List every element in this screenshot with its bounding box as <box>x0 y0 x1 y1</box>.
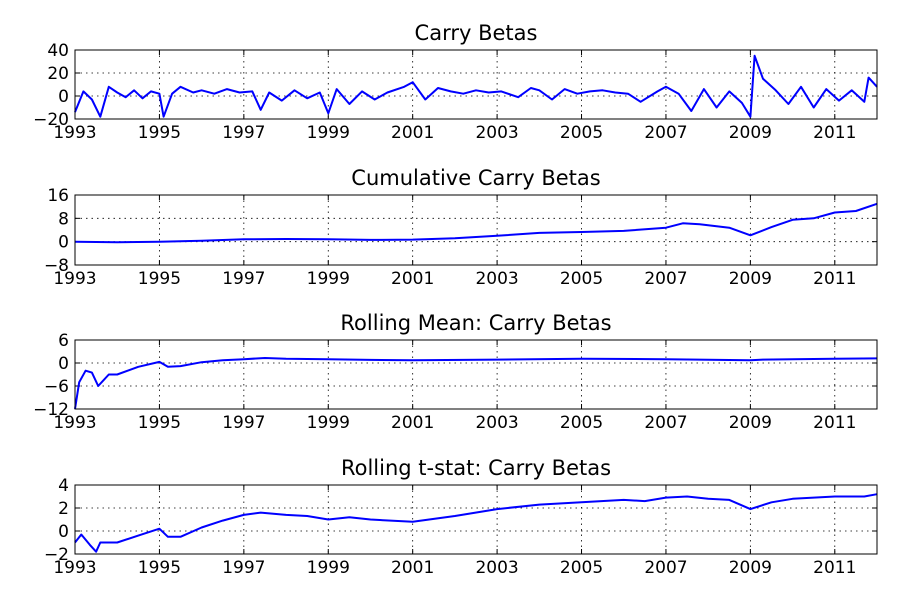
x-tick-label: 1999 <box>307 413 350 433</box>
x-tick-label: 1993 <box>53 558 96 578</box>
chart-title: Rolling t-stat: Carry Betas <box>341 456 611 480</box>
chart-title: Cumulative Carry Betas <box>351 166 600 190</box>
y-tick-label: 8 <box>58 209 69 229</box>
y-tick-label: 0 <box>58 87 69 107</box>
x-tick-label: 2001 <box>391 413 434 433</box>
x-tick-label: 2001 <box>391 123 434 143</box>
x-tick-label: 1997 <box>222 269 265 289</box>
y-tick-label: −8 <box>44 256 69 276</box>
plot-frame <box>74 49 878 120</box>
x-tick-label: 2007 <box>644 269 687 289</box>
y-tick-label: 16 <box>47 186 69 206</box>
x-tick-label: 2003 <box>475 558 518 578</box>
plot-frame <box>74 339 878 410</box>
y-tick-label: 0 <box>58 522 69 542</box>
x-tick-label: 1995 <box>138 413 181 433</box>
y-tick-label: 6 <box>58 331 69 351</box>
x-tick-label: 1999 <box>307 269 350 289</box>
x-tick-label: 2011 <box>813 558 856 578</box>
x-tick-label: 2001 <box>391 558 434 578</box>
x-tick-label: 1993 <box>53 269 96 289</box>
series-line <box>74 54 878 118</box>
y-tick-label: −20 <box>33 110 69 130</box>
x-tick-label: 2007 <box>644 413 687 433</box>
plot-frame <box>74 484 878 555</box>
x-tick-label: 2009 <box>729 413 772 433</box>
chart-title: Rolling Mean: Carry Betas <box>340 311 611 335</box>
y-tick-label: 2 <box>58 499 69 519</box>
x-tick-label: 2011 <box>813 413 856 433</box>
x-tick-label: 2009 <box>729 558 772 578</box>
x-tick-label: 2007 <box>644 558 687 578</box>
x-tick-label: 1999 <box>307 558 350 578</box>
x-tick-label: 2003 <box>475 269 518 289</box>
y-tick-label: −12 <box>33 400 69 420</box>
x-tick-label: 2009 <box>729 269 772 289</box>
series-line <box>74 202 878 244</box>
x-tick-label: 2011 <box>813 123 856 143</box>
x-tick-label: 1995 <box>138 123 181 143</box>
x-tick-label: 1997 <box>222 558 265 578</box>
series-line <box>74 493 878 553</box>
y-tick-label: −2 <box>44 545 69 565</box>
y-tick-label: 40 <box>47 41 69 61</box>
y-tick-label: 20 <box>47 64 69 84</box>
x-tick-label: 2009 <box>729 123 772 143</box>
x-tick-label: 2001 <box>391 269 434 289</box>
x-tick-label: 1999 <box>307 123 350 143</box>
y-tick-label: 0 <box>58 233 69 253</box>
x-tick-label: 2003 <box>475 123 518 143</box>
x-tick-label: 1993 <box>53 123 96 143</box>
x-tick-label: 1993 <box>53 413 96 433</box>
y-tick-label: 4 <box>58 476 69 496</box>
x-tick-label: 1995 <box>138 558 181 578</box>
x-tick-label: 2011 <box>813 269 856 289</box>
series-line <box>74 357 878 410</box>
x-tick-label: 1997 <box>222 413 265 433</box>
x-tick-label: 1997 <box>222 123 265 143</box>
x-tick-label: 2005 <box>560 123 603 143</box>
x-tick-label: 2007 <box>644 123 687 143</box>
y-tick-label: −6 <box>44 377 69 397</box>
x-tick-label: 2005 <box>560 413 603 433</box>
x-tick-label: 2005 <box>560 558 603 578</box>
y-tick-label: 0 <box>58 354 69 374</box>
x-tick-label: 1995 <box>138 269 181 289</box>
x-tick-label: 2005 <box>560 269 603 289</box>
plot-frame <box>74 194 878 266</box>
chart-title: Carry Betas <box>415 21 538 45</box>
x-tick-label: 2003 <box>475 413 518 433</box>
